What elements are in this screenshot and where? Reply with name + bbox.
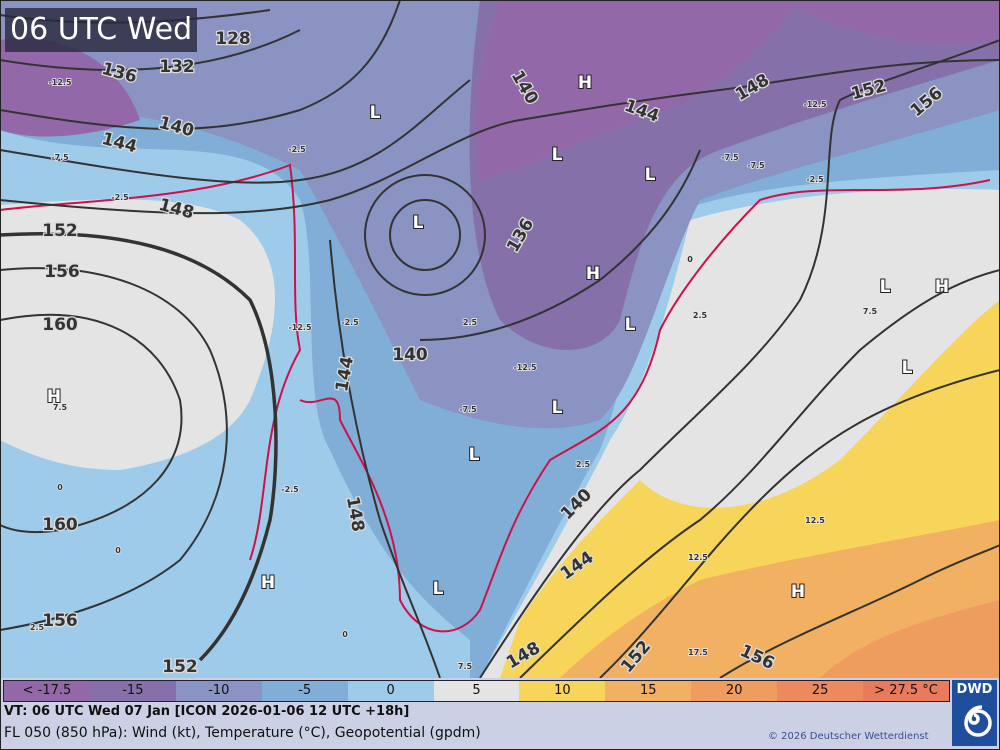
temperature-label: 0	[342, 630, 348, 639]
temperature-label: 12.5	[805, 516, 825, 525]
dwd-spiral-icon	[964, 705, 992, 737]
low-pressure-marker: L	[469, 445, 480, 465]
legend-item: 5	[433, 681, 520, 701]
temperature-label: 12.5	[688, 553, 708, 562]
temperature-label: -7.5	[747, 161, 765, 170]
temperature-label: 2.5	[463, 318, 478, 327]
temperature-label: 2.5	[693, 311, 708, 320]
low-pressure-marker: L	[902, 358, 913, 378]
temperature-label: 17.5	[688, 648, 708, 657]
low-pressure-marker: L	[370, 103, 381, 123]
temperature-label: -7.5	[459, 405, 477, 414]
legend-item: -15	[89, 681, 176, 701]
legend-item: 0	[347, 681, 434, 701]
copyright: © 2026 Deutscher Wetterdienst	[768, 731, 929, 742]
contour-label: 160	[42, 515, 78, 535]
valid-time: VT: 06 UTC Wed 07 Jan [ICON 2026-01-06 1…	[4, 704, 410, 719]
temperature-label: -2.5	[288, 145, 306, 154]
map-title: 06 UTC Wed	[5, 8, 198, 52]
low-pressure-marker: L	[645, 165, 656, 185]
high-pressure-marker: H	[935, 277, 949, 297]
temperature-label: -2.5	[806, 175, 824, 184]
temperature-label: -2.5	[111, 193, 129, 202]
temperature-label: 7.5	[863, 307, 878, 316]
temperature-legend: < -17.5 -15 -10 -5 0 5 10 15 20 25 > 27.5 °C	[3, 680, 950, 702]
legend-item: 10	[519, 681, 606, 701]
contour-label: 140	[392, 345, 428, 365]
contour-label: 156	[42, 611, 78, 631]
temperature-label: -12.5	[513, 363, 536, 372]
dwd-logo-text: DWD	[956, 682, 993, 697]
low-pressure-marker: L	[880, 277, 891, 297]
geopotential-contours	[0, 0, 1000, 678]
low-pressure-marker: L	[433, 579, 444, 599]
temperature-label: 2.5	[576, 460, 591, 469]
contour-label: 128	[215, 29, 251, 49]
low-pressure-marker: L	[625, 315, 636, 335]
contour-label: 156	[44, 262, 80, 282]
contour-label: 132	[159, 57, 195, 77]
low-pressure-marker: L	[413, 213, 424, 233]
high-pressure-marker: H	[578, 73, 592, 93]
low-pressure-marker: L	[552, 398, 563, 418]
temperature-label: 2.5	[30, 623, 45, 632]
legend-item: > 27.5 °C	[863, 681, 949, 701]
temp-zone-minus17-5	[0, 0, 1000, 180]
high-pressure-marker: H	[47, 387, 61, 407]
legend-item: 15	[605, 681, 692, 701]
zero-isotherm	[0, 163, 991, 633]
temperature-label: -7.5	[51, 153, 69, 162]
temperature-label: 0	[687, 255, 693, 264]
legend-item: 25	[777, 681, 864, 701]
temperature-label: -2.5	[341, 318, 359, 327]
contour-label: 152	[42, 221, 78, 241]
contour-label: 160	[42, 315, 78, 335]
high-pressure-marker: H	[261, 573, 275, 593]
contour-label: 152	[162, 657, 198, 677]
temperature-label: -12.5	[803, 100, 826, 109]
low-pressure-marker: L	[552, 145, 563, 165]
legend-item: 20	[691, 681, 778, 701]
temp-zone-20	[820, 600, 1000, 678]
temperature-label: -12.5	[48, 78, 71, 87]
temperature-label: -7.5	[721, 153, 739, 162]
legend-item: -10	[175, 681, 262, 701]
high-pressure-marker: H	[586, 264, 600, 284]
map-description: FL 050 (850 hPa): Wind (kt), Temperature…	[4, 725, 481, 741]
legend-item: < -17.5	[4, 681, 90, 701]
temperature-label: -12.5	[288, 323, 311, 332]
high-pressure-marker: H	[791, 582, 805, 602]
dwd-logo: DWD	[952, 680, 997, 746]
legend-item: -5	[261, 681, 348, 701]
temperature-label: 0	[57, 483, 63, 492]
temperature-label: 7.5	[458, 662, 473, 671]
temperature-label: 7.5	[53, 403, 68, 412]
temperature-label: -2.5	[281, 485, 299, 494]
temperature-label: 0	[115, 546, 121, 555]
